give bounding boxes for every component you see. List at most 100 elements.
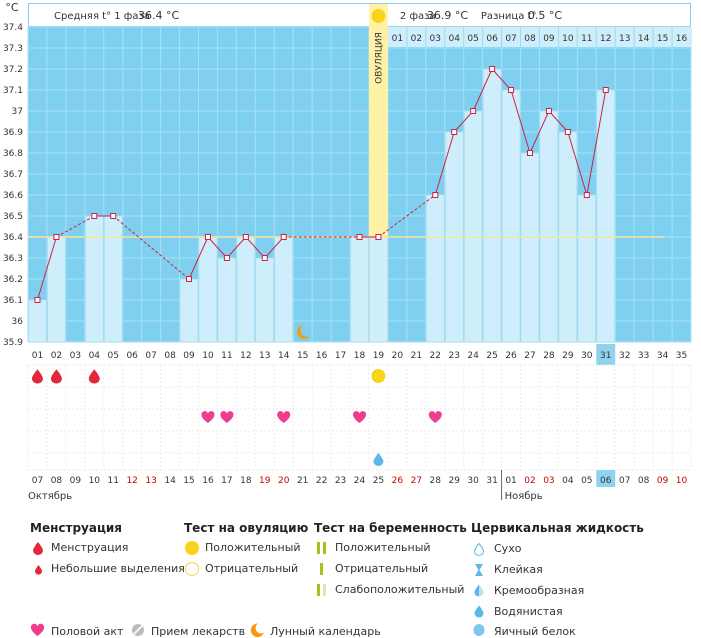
cycle-day-number: 01 [32,351,43,361]
temperature-point [432,192,439,198]
date-label: 30 [467,476,479,486]
ovulation-test-sun-icon [371,369,386,383]
date-label: 31 [486,476,497,486]
difference-value: 0.5 °C [528,9,562,22]
temperature-point [204,234,211,240]
temperature-line [36,236,57,301]
cervical-egg-white-icon [473,624,485,636]
heart-icon [428,411,442,423]
phase2-day-number: 05 [467,34,478,44]
y-tick-label: 36.6 [3,191,23,201]
temperature-bar [596,89,615,343]
cycle-day-number: 30 [581,351,593,361]
temperature-bar [520,152,540,343]
date-label: 13 [145,476,156,486]
y-tick-label: 36.8 [3,149,23,159]
cycle-day-number: 07 [145,351,156,361]
menstruation-drop-icon [31,369,43,384]
temperature-line [207,236,228,259]
menstruation-drop-icon [50,369,62,384]
date-label: 04 [562,476,574,486]
cycle-day-number: 25 [486,351,497,361]
temperature-line [453,110,474,133]
pill-icon [132,624,144,636]
phase2-day-number: 15 [657,34,668,44]
cycle-day-number: 32 [619,351,630,361]
date-label: 03 [543,476,554,486]
month-label-october: Октябрь [28,491,72,502]
temperature-point [526,150,533,156]
phase2-day-number: 11 [581,34,592,44]
date-label: 21 [297,476,308,486]
heart-icon [277,411,291,423]
phase2-label: 2 фаза [400,11,436,22]
legend-pregnancy-negative: Отрицательный [335,562,429,575]
temperature-bar [255,257,275,343]
y-tick-label: 37.3 [3,44,23,54]
phase2-day-number: 03 [430,34,441,44]
temperature-line [567,131,588,196]
cervical-creamy-icon [474,584,484,597]
y-tick-label: 36.3 [3,254,23,264]
phase2-day-number: 04 [448,34,460,44]
phase2-day-number: 01 [392,34,403,44]
heart-icon [201,411,215,423]
legend-title-pregnancy-test: Тест на беременность [314,521,467,535]
date-label: 15 [183,476,194,486]
temperature-bar [104,215,123,343]
phase2-day-number: 10 [562,34,574,44]
legend-title-cervical-fluid: Цервикальная жидкость [471,521,644,535]
cervical-sticky-icon [475,564,483,576]
y-tick-label: 37 [12,107,23,117]
temperature-bar [85,215,104,343]
y-tick-label: 35.9 [3,338,23,348]
cycle-day-number: 17 [335,351,346,361]
cervical-watery-icon [474,605,484,618]
date-label: 02 [524,476,535,486]
temperature-line [434,131,455,196]
legend-lunar-calendar: Лунный календарь [270,625,381,638]
date-label: 11 [108,476,119,486]
phase2-day-number: 02 [411,34,422,44]
temperature-point [489,66,496,72]
phase2-day-number: 16 [676,34,688,44]
temperature-line-gap [112,215,190,280]
temperature-line [529,110,550,154]
date-label: 29 [448,476,460,486]
temperature-line [472,68,493,112]
temperature-line [510,89,531,154]
date-label: 10 [89,476,101,486]
date-label: 08 [638,476,650,486]
pregnancy-weak-icon [317,584,326,596]
phase2-value: 36.9 °C [427,9,468,22]
legend-pregnancy-weak: Слабоположительный [335,583,465,596]
legend-title-menstruation: Менструация [30,521,122,535]
date-label: 01 [505,476,516,486]
date-label: 16 [202,476,214,486]
temperature-line [491,68,512,91]
cycle-day-number: 02 [51,351,62,361]
y-tick-label: 36.2 [3,275,23,285]
cycle-day-number: 34 [657,351,669,361]
cycle-day-number: 19 [373,351,385,361]
legend-ovulation-positive: Положительный [205,541,301,554]
cycle-day-number: 23 [448,351,459,361]
cycle-day-number: 03 [70,351,81,361]
menstruation-drop-icon [88,369,100,384]
temperature-point [470,108,477,114]
temperature-point [564,129,571,135]
date-label: 07 [32,476,43,486]
date-label: 06 [600,476,612,486]
temperature-point [508,87,515,93]
spotting-drop-icon [35,565,42,575]
legend-intercourse: Половой акт [51,625,124,638]
date-label: 18 [240,476,252,486]
temperature-point [34,297,41,303]
cycle-day-number: 13 [259,351,270,361]
legend-cervical-egg-white: Яичный белок [494,625,576,638]
temperature-bar [501,89,521,343]
cycle-day-number: 27 [524,351,535,361]
ovulation-test-positive-icon [185,541,199,555]
cycle-day-number: 35 [676,351,687,361]
